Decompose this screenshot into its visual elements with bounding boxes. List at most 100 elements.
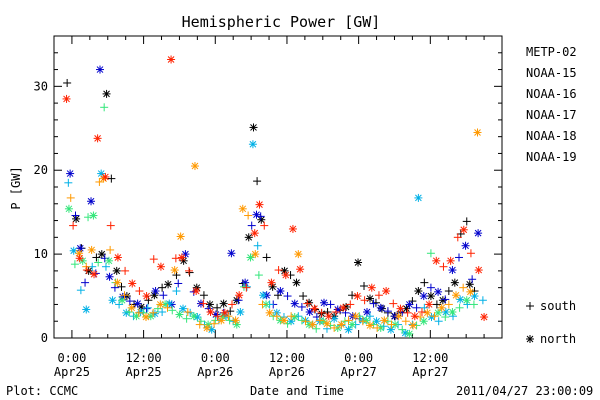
data-point: [446, 256, 455, 265]
legend-entry: NOAA-18: [526, 129, 577, 143]
data-point: [317, 308, 326, 317]
data-point: [176, 232, 185, 241]
x-axis: 0:00Apr2512:00Apr250:00Apr2612:00Apr260:…: [54, 36, 503, 379]
marker-legend-label: south: [540, 299, 576, 313]
data-point: [380, 316, 389, 325]
data-point: [283, 319, 292, 328]
data-point: [396, 304, 405, 313]
data-point: [199, 299, 208, 308]
data-point: [414, 193, 423, 202]
data-point: [82, 266, 91, 275]
legend-entry: METP-02: [526, 45, 577, 59]
data-point: [262, 253, 271, 262]
data-point: [376, 303, 385, 312]
data-point: [337, 320, 346, 329]
data-point: [213, 303, 222, 312]
data-point: [373, 323, 382, 332]
data-point: [127, 303, 136, 312]
data-point: [224, 312, 233, 321]
data-point: [305, 307, 314, 316]
data-point: [170, 266, 179, 275]
y-tick-label: 0: [41, 331, 48, 345]
data-point: [75, 254, 84, 263]
data-point: [386, 325, 395, 334]
data-point: [185, 268, 194, 277]
data-point: [234, 296, 243, 305]
data-point: [410, 312, 419, 321]
data-point: [258, 300, 267, 309]
data-point: [448, 307, 457, 316]
data-point: [274, 266, 283, 275]
data-point: [255, 200, 264, 209]
data-point: [241, 278, 250, 287]
data-point: [462, 296, 471, 305]
data-point: [434, 308, 443, 317]
data-point: [439, 262, 448, 271]
data-point: [84, 213, 93, 222]
data-point: [101, 172, 110, 181]
data-point: [247, 221, 256, 230]
data-point: [120, 291, 129, 300]
plot-timestamp: 2011/04/27 23:00:09: [456, 384, 593, 398]
marker-legend-label: north: [540, 332, 576, 346]
data-point: [405, 329, 414, 338]
data-point: [414, 287, 423, 296]
data-point: [419, 317, 428, 326]
x-tick-label-time: 0:00: [201, 351, 230, 365]
data-point: [244, 211, 253, 220]
x-tick-label-date: Apr25: [54, 365, 90, 379]
data-point: [301, 317, 310, 326]
data-point: [324, 312, 333, 321]
data-point: [153, 304, 162, 313]
data-point: [453, 233, 462, 242]
data-point: [331, 307, 340, 316]
data-point: [466, 249, 475, 258]
data-point: [242, 283, 251, 292]
data-point: [251, 250, 260, 259]
data-point: [69, 221, 78, 230]
data-point: [202, 323, 211, 332]
data-point: [402, 304, 411, 313]
data-point: [281, 271, 290, 280]
data-point: [348, 320, 357, 329]
data-point: [168, 306, 177, 315]
data-point: [474, 229, 483, 238]
data-point: [125, 307, 134, 316]
data-point: [394, 312, 403, 321]
data-point: [303, 299, 312, 308]
legend: METP-02 NOAA-15 NOAA-16 NOAA-17 NOAA-18 NOAA-…: [526, 45, 577, 164]
data-point: [89, 211, 98, 220]
legend-entry: NOAA-19: [526, 150, 577, 164]
data-point: [231, 316, 240, 325]
data-point: [426, 249, 435, 258]
data-point: [274, 291, 282, 300]
data-point: [312, 324, 321, 333]
data-point: [455, 303, 464, 312]
data-point: [276, 287, 285, 296]
data-point: [102, 89, 111, 98]
data-point: [369, 299, 378, 308]
data-point: [76, 244, 85, 253]
data-point: [478, 296, 487, 305]
data-point: [259, 291, 268, 300]
data-point: [462, 217, 471, 226]
data-point: [117, 282, 126, 291]
data-point: [389, 299, 398, 308]
data-point: [199, 291, 208, 300]
data-point: [292, 278, 301, 287]
data-point: [82, 262, 91, 271]
data-point: [179, 256, 188, 265]
x-tick-label-date: Apr26: [197, 365, 233, 379]
data-point: [308, 320, 317, 329]
data-point: [90, 270, 99, 279]
data-point: [423, 308, 432, 317]
data-point: [226, 307, 235, 316]
data-point: [156, 300, 165, 309]
data-point: [253, 177, 262, 186]
data-point: [365, 294, 374, 303]
data-point: [296, 265, 305, 274]
data-point: [93, 134, 102, 143]
data-point: [473, 128, 482, 137]
data-point: [101, 262, 110, 271]
